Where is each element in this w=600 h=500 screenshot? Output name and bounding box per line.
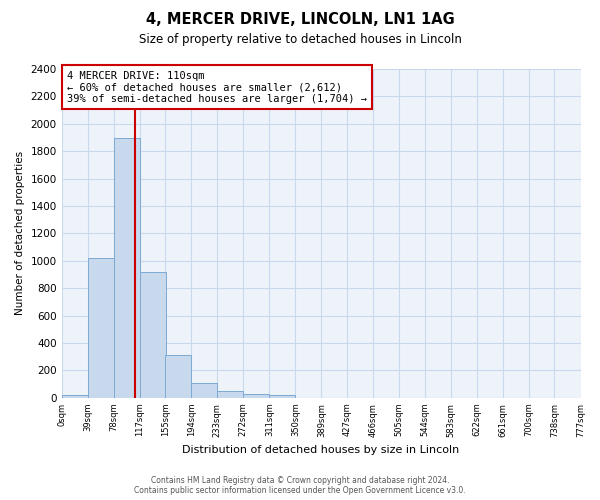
Bar — [88, 258, 114, 398]
Text: Size of property relative to detached houses in Lincoln: Size of property relative to detached ho… — [139, 32, 461, 46]
Bar — [165, 354, 191, 398]
Bar — [62, 395, 88, 398]
Bar — [140, 272, 166, 398]
Bar — [243, 394, 269, 398]
Bar — [269, 395, 295, 398]
Bar — [191, 384, 217, 398]
Y-axis label: Number of detached properties: Number of detached properties — [15, 152, 25, 316]
Text: Contains HM Land Registry data © Crown copyright and database right 2024.
Contai: Contains HM Land Registry data © Crown c… — [134, 476, 466, 495]
Text: 4, MERCER DRIVE, LINCOLN, LN1 1AG: 4, MERCER DRIVE, LINCOLN, LN1 1AG — [146, 12, 454, 28]
Bar — [217, 391, 243, 398]
Bar — [114, 138, 140, 398]
Text: 4 MERCER DRIVE: 110sqm
← 60% of detached houses are smaller (2,612)
39% of semi-: 4 MERCER DRIVE: 110sqm ← 60% of detached… — [67, 70, 367, 104]
X-axis label: Distribution of detached houses by size in Lincoln: Distribution of detached houses by size … — [182, 445, 460, 455]
